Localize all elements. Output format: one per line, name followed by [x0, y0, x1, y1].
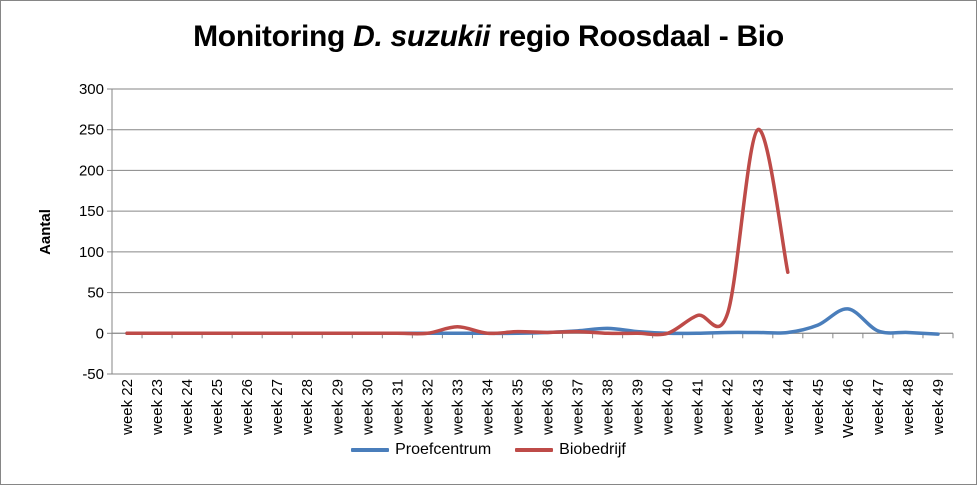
- legend-item-biobedrijf: Biobedrijf: [515, 441, 626, 459]
- x-tick-label: week 42: [720, 379, 737, 436]
- x-tick-label: week 30: [359, 379, 376, 436]
- x-tick-label: week 23: [149, 379, 166, 436]
- title-part-1: Monitoring: [193, 20, 354, 53]
- x-tick-label: Week 46: [840, 379, 857, 438]
- series-lines: [125, 127, 940, 337]
- x-tick-label: week 48: [900, 379, 917, 436]
- x-tick-label: week 25: [209, 379, 226, 436]
- x-tick-label: week 34: [479, 379, 496, 436]
- x-tick-label: week 28: [299, 379, 316, 436]
- x-tick-label: week 40: [660, 379, 677, 436]
- x-tick-label: week 29: [329, 379, 346, 436]
- legend-label: Proefcentrum: [395, 441, 492, 458]
- x-tick-label: week 33: [449, 379, 466, 436]
- x-tick-label: week 35: [509, 379, 526, 436]
- x-tick-label: week 43: [750, 379, 767, 436]
- x-tick-label: week 44: [780, 379, 797, 436]
- x-tick-label: week 37: [570, 379, 587, 436]
- x-tick-label: week 24: [179, 379, 196, 436]
- y-axis-ticks: -50 0 50 100 150 200 250 300: [79, 81, 112, 383]
- y-tick-label: 250: [79, 122, 104, 139]
- x-tick-label: week 27: [269, 379, 286, 436]
- x-tick-label: week 39: [630, 379, 647, 436]
- legend-item-proefcentrum: Proefcentrum: [351, 441, 491, 459]
- x-axis-ticks: week 22 week 23 week 24 week 25 week 26 week …: [111, 333, 954, 438]
- legend-swatch: [515, 448, 554, 452]
- x-tick-label: week 38: [600, 379, 617, 436]
- x-tick-label: week 31: [389, 379, 406, 436]
- x-tick-label: week 32: [419, 379, 436, 436]
- y-tick-label: 100: [79, 244, 104, 261]
- x-tick-label: week 36: [540, 379, 557, 436]
- x-tick-label: week 49: [930, 379, 947, 436]
- y-tick-label: 300: [79, 81, 104, 98]
- legend: Proefcentrum Biobedrijf: [0, 441, 977, 459]
- legend-label: Biobedrijf: [559, 441, 626, 458]
- title-species: D. suzukii: [353, 20, 491, 53]
- y-tick-label: 50: [87, 285, 104, 302]
- title-part-2: regio Roosdaal - Bio: [490, 20, 784, 53]
- x-tick-label: week 45: [810, 379, 827, 436]
- chart-title: Monitoring D. suzukii regio Roosdaal - B…: [0, 20, 977, 54]
- y-axis-label: Aantal: [37, 209, 54, 255]
- x-tick-label: week 26: [239, 379, 256, 436]
- x-tick-label: week 41: [690, 379, 707, 436]
- y-tick-label: 200: [79, 162, 104, 179]
- y-tick-label: 150: [79, 203, 104, 220]
- legend-swatch: [351, 448, 390, 452]
- x-tick-label: week 22: [119, 379, 136, 436]
- y-tick-label: -50: [82, 366, 104, 383]
- x-tick-label: week 47: [870, 379, 887, 436]
- series-line-biobedrijf: [125, 127, 790, 337]
- y-tick-label: 0: [96, 325, 104, 342]
